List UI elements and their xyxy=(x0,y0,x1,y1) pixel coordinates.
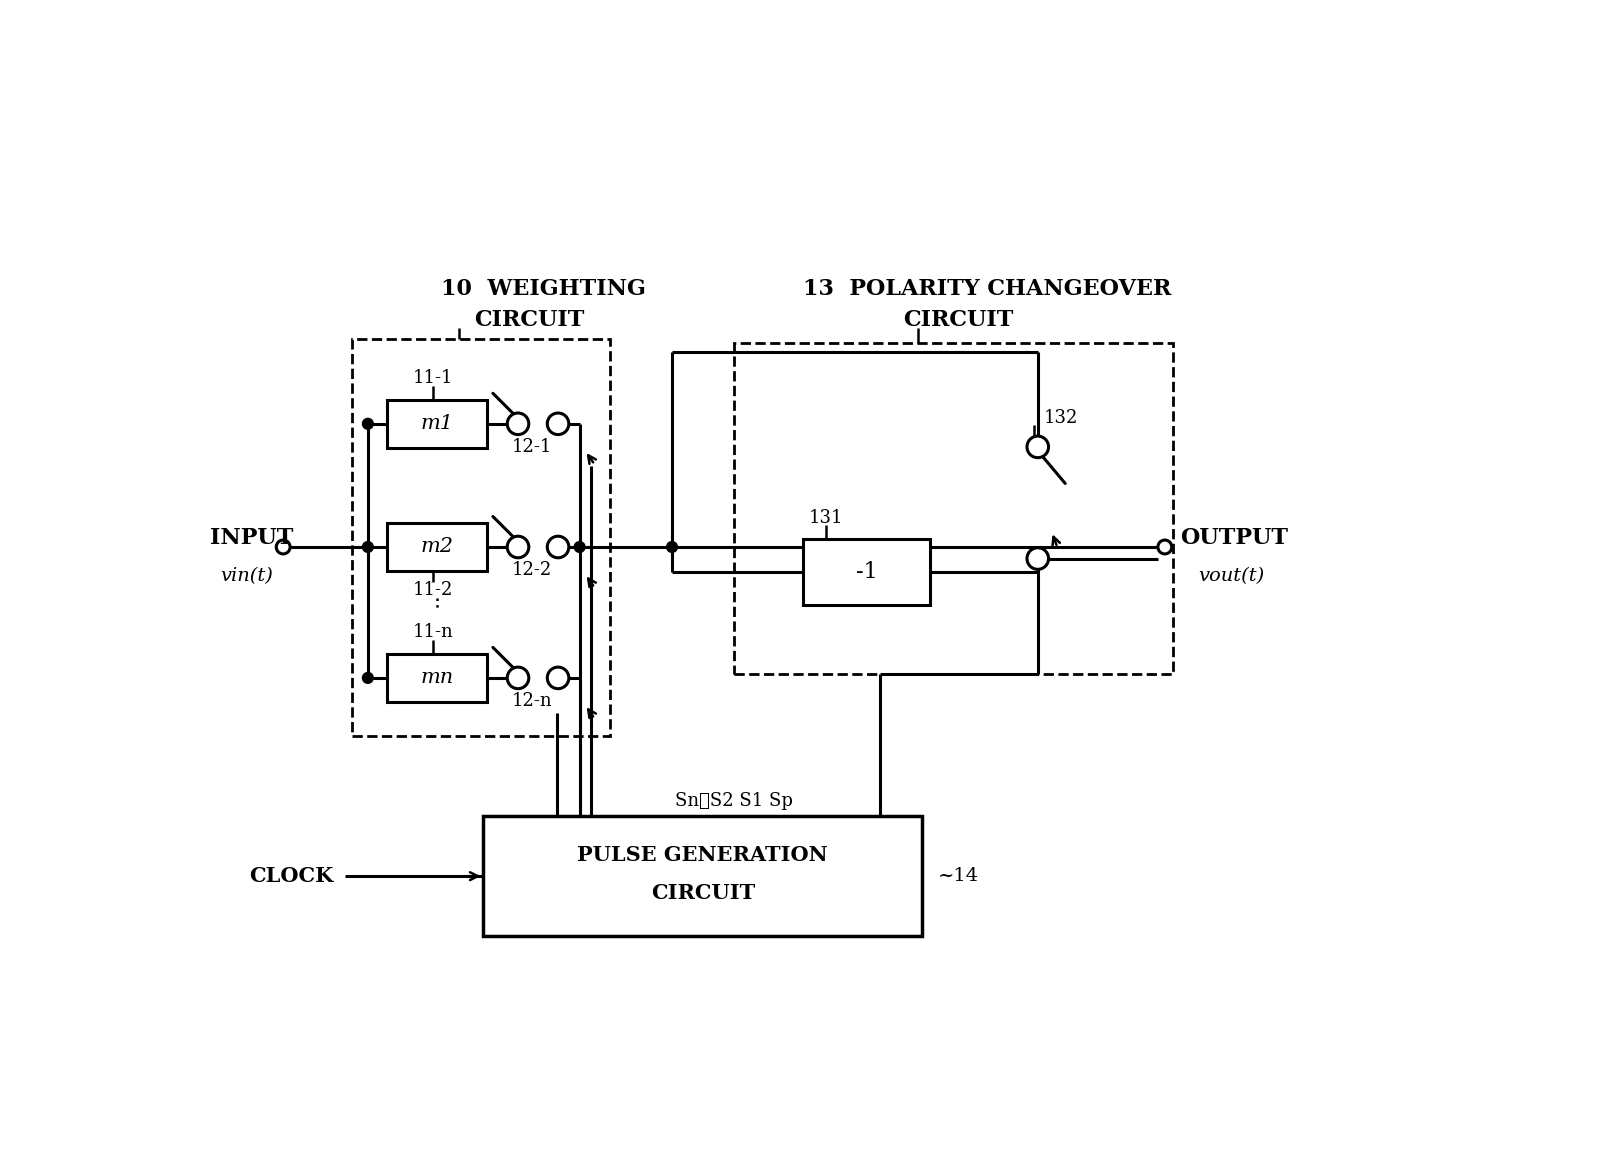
Circle shape xyxy=(362,419,374,429)
Circle shape xyxy=(277,540,289,554)
Text: 12-1: 12-1 xyxy=(513,437,553,456)
Text: Sn⋯S2 S1 Sp: Sn⋯S2 S1 Sp xyxy=(674,792,792,810)
Bar xyxy=(386,654,487,702)
Circle shape xyxy=(666,542,678,552)
Text: 131: 131 xyxy=(808,509,844,527)
Bar xyxy=(734,343,1172,674)
Circle shape xyxy=(547,536,569,558)
Text: 11-2: 11-2 xyxy=(412,581,453,600)
Bar xyxy=(386,523,487,571)
Text: CIRCUIT: CIRCUIT xyxy=(650,883,755,904)
Text: 12-n: 12-n xyxy=(511,692,553,710)
Circle shape xyxy=(1158,540,1172,554)
Text: m2: m2 xyxy=(420,538,454,556)
Text: 132: 132 xyxy=(1045,409,1079,427)
Text: CIRCUIT: CIRCUIT xyxy=(902,308,1014,330)
Text: PULSE GENERATION: PULSE GENERATION xyxy=(577,845,828,864)
Text: CLOCK: CLOCK xyxy=(249,867,333,886)
Circle shape xyxy=(1027,548,1048,570)
Circle shape xyxy=(547,413,569,435)
Bar xyxy=(804,540,930,604)
Circle shape xyxy=(508,536,529,558)
Text: OUTPUT: OUTPUT xyxy=(1180,527,1289,549)
Text: INPUT: INPUT xyxy=(210,527,293,549)
Text: vout(t): vout(t) xyxy=(1198,567,1264,585)
Text: 13  POLARITY CHANGEOVER: 13 POLARITY CHANGEOVER xyxy=(804,279,1171,300)
Text: 11-n: 11-n xyxy=(412,624,454,641)
Text: ~14: ~14 xyxy=(938,867,978,885)
Text: 10  WEIGHTING: 10 WEIGHTING xyxy=(441,279,645,300)
Circle shape xyxy=(362,542,374,552)
Text: m1: m1 xyxy=(420,414,454,433)
Circle shape xyxy=(574,542,585,552)
Text: 11-1: 11-1 xyxy=(412,369,453,388)
Circle shape xyxy=(508,668,529,688)
Text: 12-2: 12-2 xyxy=(513,561,551,579)
Bar xyxy=(353,340,610,735)
Text: mn: mn xyxy=(420,669,454,687)
Text: -1: -1 xyxy=(855,561,878,584)
Circle shape xyxy=(1027,436,1048,458)
Text: vin(t): vin(t) xyxy=(220,567,273,585)
Circle shape xyxy=(508,413,529,435)
Circle shape xyxy=(362,672,374,684)
Bar xyxy=(386,399,487,448)
Text: CIRCUIT: CIRCUIT xyxy=(474,308,584,330)
Bar xyxy=(483,816,922,936)
Circle shape xyxy=(547,668,569,688)
